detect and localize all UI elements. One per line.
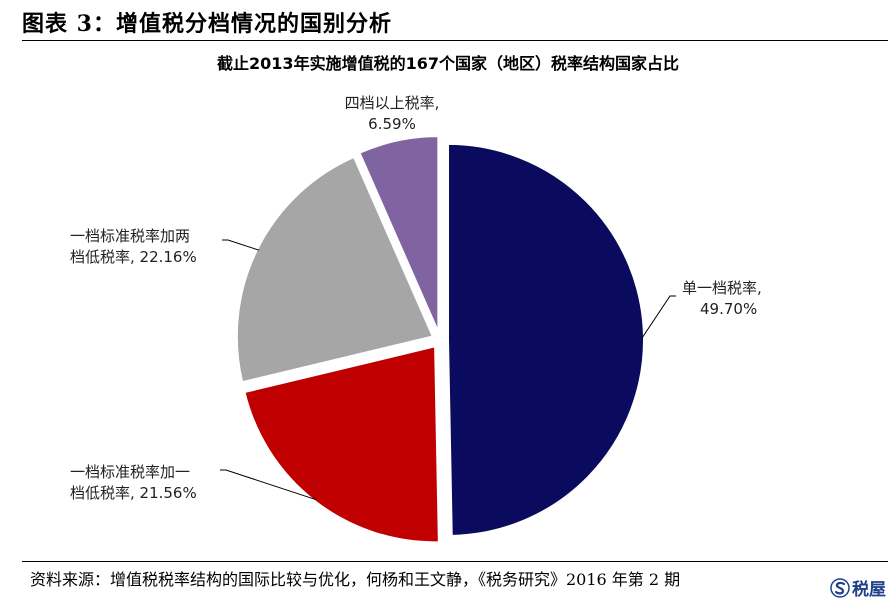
slice-label-line: 单一档税率, <box>682 279 762 297</box>
slice-label-four-plus-rates: 四档以上税率, 6.59% <box>331 93 453 135</box>
leader-line-two-low-rates <box>222 239 260 251</box>
figure-title: 图表 3：增值税分档情况的国别分析 <box>22 11 392 37</box>
pie-slice-four-plus-rates <box>358 135 440 333</box>
shuiwu-logo-icon <box>830 577 850 598</box>
source-divider <box>22 561 888 562</box>
source-note: 资料来源：增值税税率结构的国际比较与优化，何杨和王文静，《税务研究》2016 年… <box>30 570 681 589</box>
watermark-text: 税屋 <box>852 580 886 600</box>
watermark: 税屋 <box>828 575 888 600</box>
slice-label-line: 档低税率, 21.56% <box>70 484 197 502</box>
pie-slice-single-rate <box>447 142 645 537</box>
chart-title: 截止2013年实施增值税的167个国家（地区）税率结构国家占比 <box>217 54 679 73</box>
pie-chart <box>220 135 676 544</box>
slice-label-line: 一档标准税率加两 <box>70 227 191 245</box>
slice-label-single-rate: 单一档税率, 49.70% <box>682 278 762 320</box>
slice-label-line: 四档以上税率, <box>344 94 440 112</box>
leader-line-single-rate <box>641 295 676 339</box>
slice-label-line: 49.70% <box>700 300 758 318</box>
slice-label-line: 6.59% <box>368 115 416 133</box>
leader-line-one-low-rate <box>220 469 317 501</box>
slice-label-two-low-rates: 一档标准税率加两 档低税率, 22.16% <box>70 226 197 268</box>
slice-label-one-low-rate: 一档标准税率加一 档低税率, 21.56% <box>70 462 197 504</box>
figure-header: 图表 3：增值税分档情况的国别分析 <box>22 4 888 41</box>
pie-slice-one-low-rate <box>243 345 440 544</box>
slice-label-line: 一档标准税率加一 <box>70 463 191 481</box>
slice-label-line: 档低税率, 22.16% <box>70 248 197 266</box>
